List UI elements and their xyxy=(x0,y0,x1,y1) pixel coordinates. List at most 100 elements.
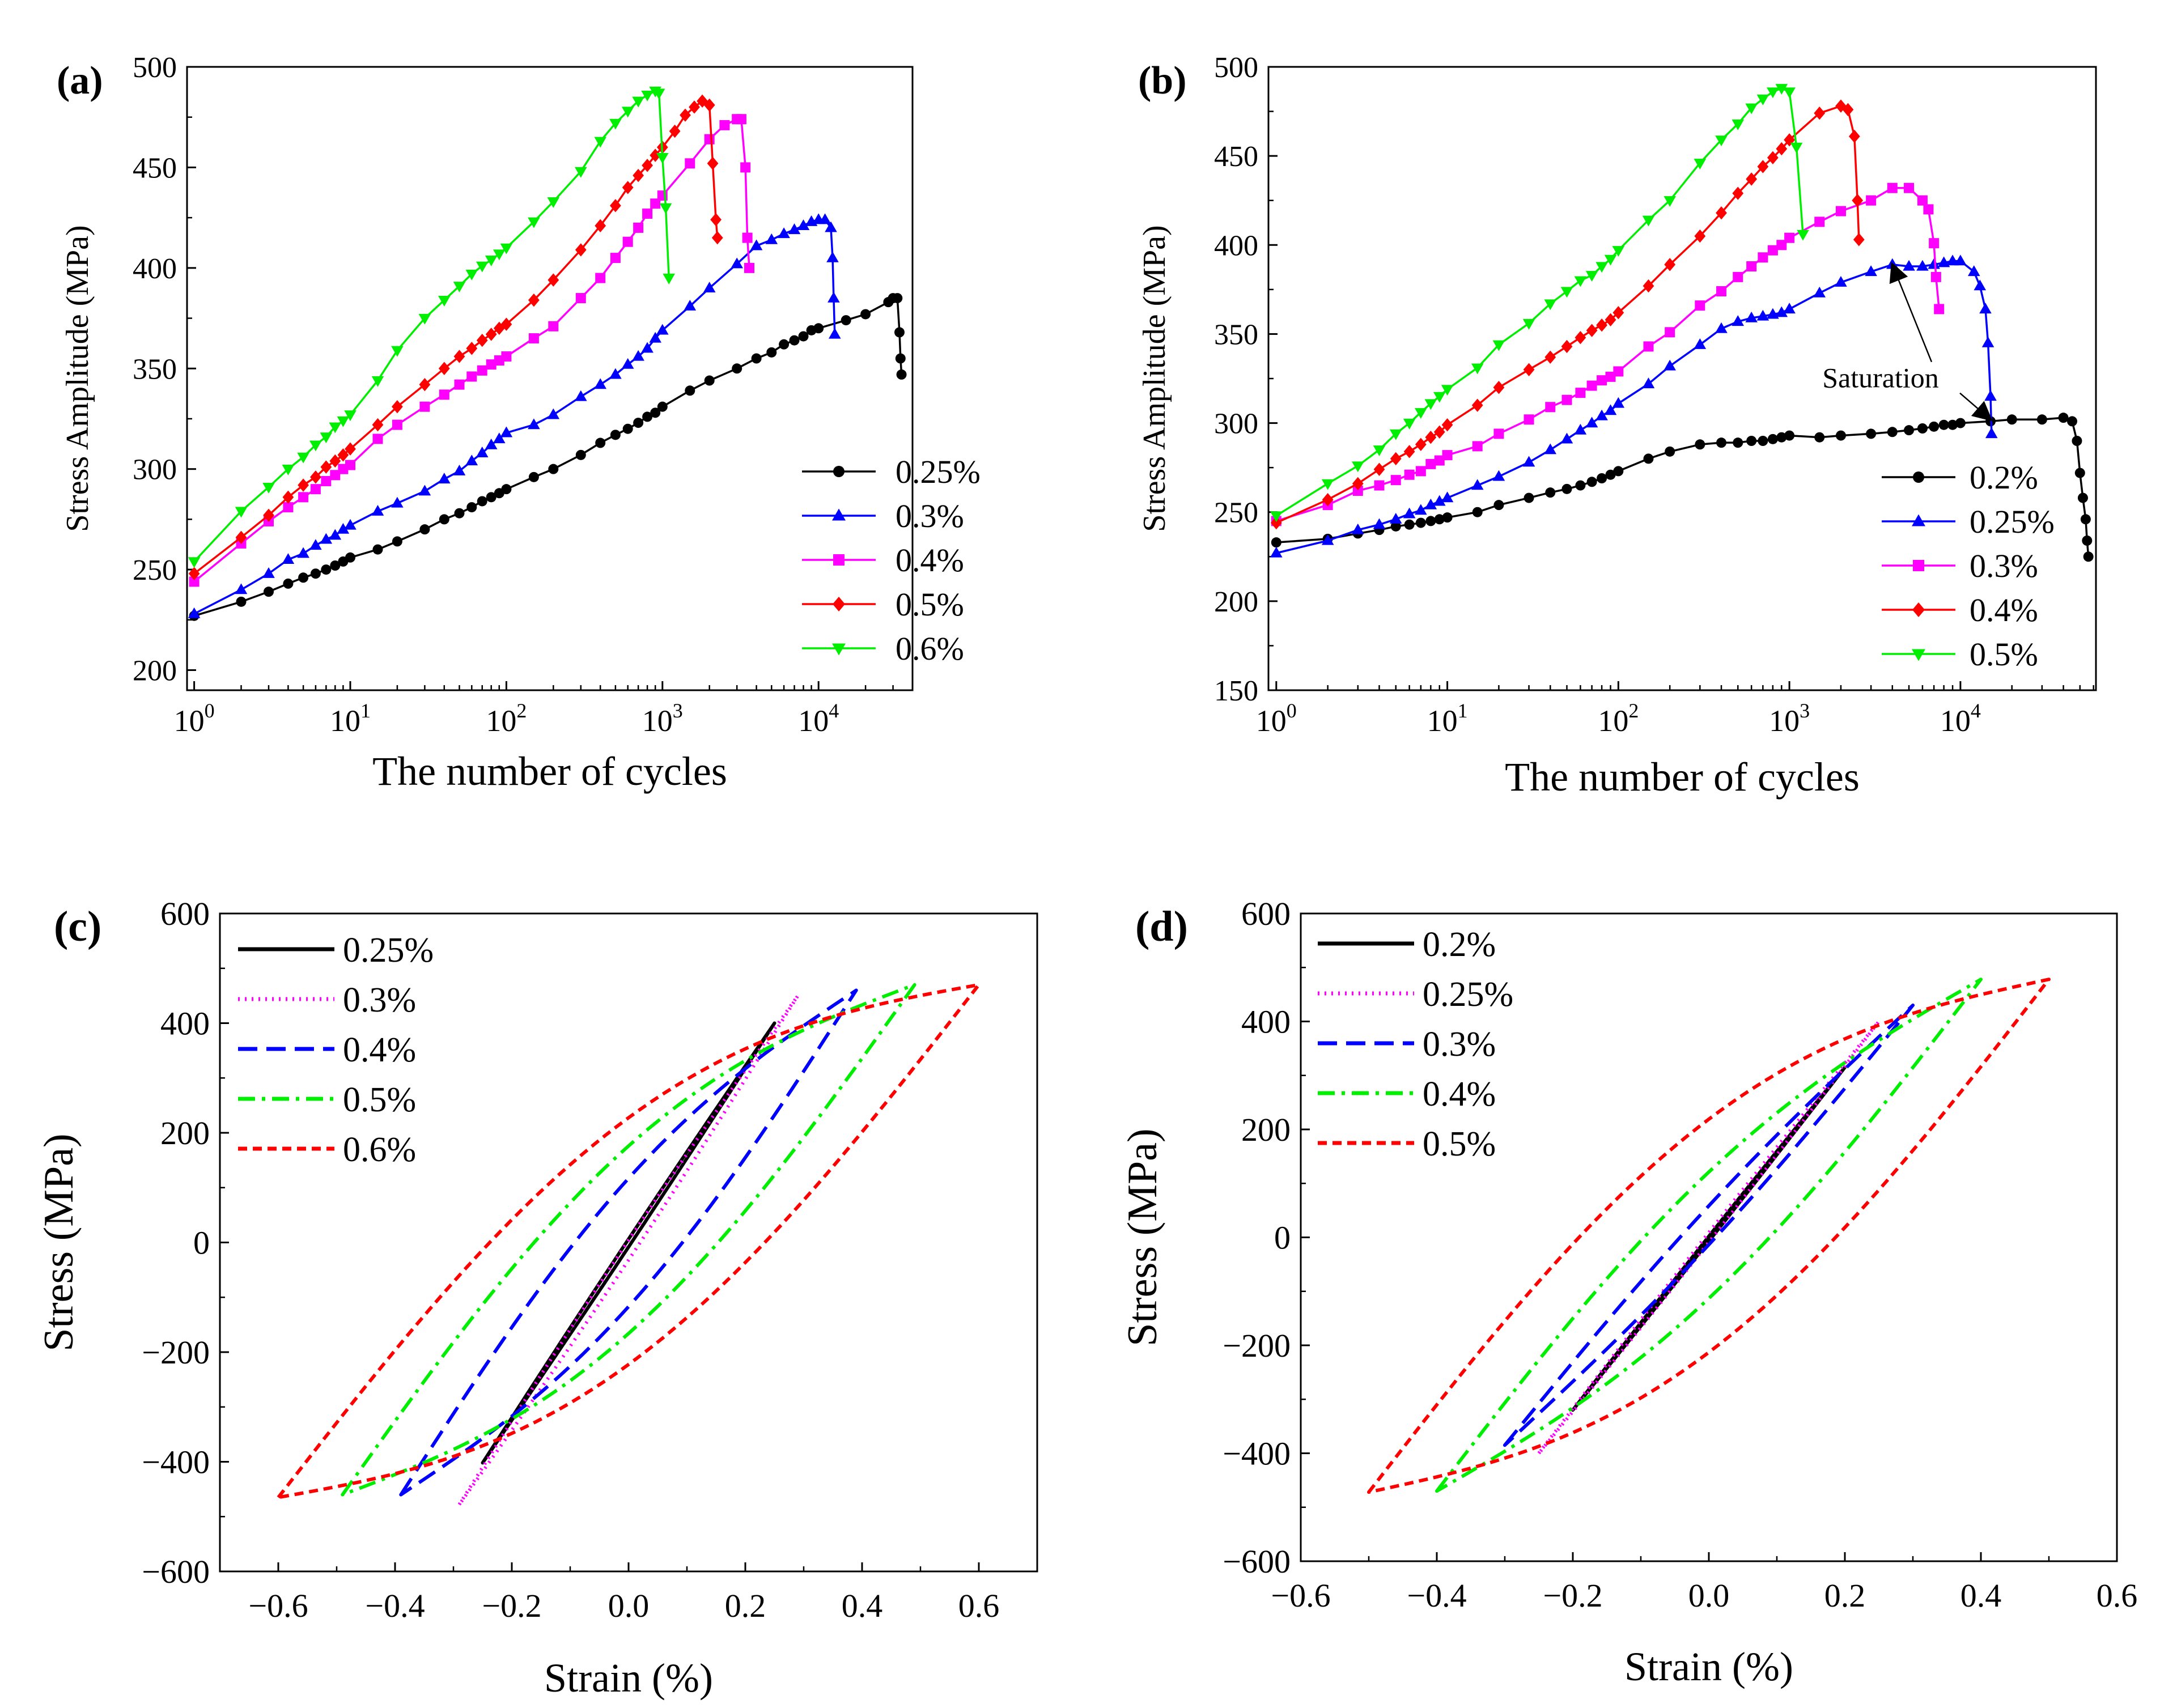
data-point xyxy=(732,363,742,374)
data-point xyxy=(418,485,431,496)
data-point xyxy=(684,300,697,311)
data-point xyxy=(1441,418,1453,432)
x-tick-base: 10 xyxy=(1940,704,1971,738)
data-point xyxy=(1664,196,1676,207)
data-point xyxy=(1597,375,1607,386)
data-point xyxy=(744,262,755,273)
data-point xyxy=(1434,455,1445,466)
x-axis-title: Strain (%) xyxy=(1624,1644,1793,1689)
x-tick-label: −0.6 xyxy=(1271,1577,1330,1614)
data-point xyxy=(1433,495,1446,506)
data-point xyxy=(236,596,247,607)
data-point xyxy=(657,401,668,412)
x-tick-label: 103 xyxy=(642,699,683,738)
data-point xyxy=(454,379,465,390)
data-point xyxy=(1929,238,1940,249)
data-point xyxy=(391,496,404,508)
data-point xyxy=(283,578,294,589)
data-point xyxy=(1757,160,1769,173)
data-point xyxy=(641,91,653,101)
data-point xyxy=(466,502,477,513)
x-tick-base: 10 xyxy=(486,704,516,738)
legend-label: 0.4% xyxy=(1423,1075,1496,1114)
data-point xyxy=(486,492,496,503)
data-point xyxy=(1425,458,1436,469)
data-point xyxy=(465,454,478,466)
data-point xyxy=(1373,462,1385,476)
x-tick-label: 0.4 xyxy=(1960,1577,2002,1614)
legend-label: 0.4% xyxy=(343,1031,416,1069)
data-point xyxy=(1586,380,1597,391)
data-point xyxy=(466,371,477,382)
data-point xyxy=(633,222,644,233)
data-point xyxy=(547,197,560,208)
data-point xyxy=(372,434,383,444)
data-point xyxy=(1848,129,1860,143)
data-point xyxy=(1917,423,1928,434)
x-tick-exponent: 0 xyxy=(1287,699,1297,722)
hysteresis-loop-0.25% xyxy=(1537,1019,1881,1455)
data-point xyxy=(740,162,751,173)
legend-marker xyxy=(833,554,845,566)
data-point xyxy=(418,313,431,325)
y-tick-label: 250 xyxy=(1214,497,1258,529)
data-point xyxy=(1425,431,1437,444)
data-point xyxy=(894,327,905,338)
data-point xyxy=(329,454,341,468)
data-point xyxy=(1597,473,1607,483)
data-point xyxy=(689,100,700,114)
data-point xyxy=(841,315,851,326)
data-point xyxy=(1612,246,1625,257)
hysteresis-loop-0.5% xyxy=(341,983,916,1497)
data-point xyxy=(663,273,675,284)
data-point xyxy=(1665,327,1675,338)
data-point xyxy=(1776,142,1788,156)
data-point xyxy=(188,557,201,568)
x-tick-base: 10 xyxy=(174,704,205,738)
data-point xyxy=(392,419,402,430)
x-tick-label: 0.2 xyxy=(1824,1577,1866,1614)
data-point xyxy=(1374,480,1385,491)
data-point xyxy=(1917,195,1928,206)
data-point xyxy=(1322,493,1334,507)
hysteresis-loop-0.3% xyxy=(457,994,800,1506)
data-point xyxy=(2082,536,2093,546)
x-tick-label: −0.2 xyxy=(482,1587,541,1624)
data-point xyxy=(1938,419,1949,430)
data-point xyxy=(476,447,489,457)
data-point xyxy=(1574,276,1587,287)
data-point xyxy=(697,94,708,108)
data-point xyxy=(1923,204,1934,215)
data-point xyxy=(1694,159,1707,169)
data-point xyxy=(528,293,540,307)
data-point xyxy=(2036,414,2047,425)
data-point xyxy=(262,567,275,578)
data-point xyxy=(828,328,841,339)
x-tick-base: 10 xyxy=(798,704,829,738)
data-point xyxy=(438,473,451,484)
data-point xyxy=(1352,477,1364,491)
data-point xyxy=(652,88,665,100)
data-point xyxy=(1790,142,1803,154)
data-point xyxy=(2067,416,2078,427)
y-tick-label: 400 xyxy=(1241,1004,1291,1040)
data-point xyxy=(1544,350,1556,364)
data-point xyxy=(453,350,465,363)
data-point xyxy=(337,448,349,462)
data-point xyxy=(750,239,763,250)
y-tick-label: 350 xyxy=(133,353,177,385)
legend-label: 0.25% xyxy=(1970,503,2055,540)
panel-label: (b) xyxy=(1138,59,1187,103)
data-point xyxy=(297,452,309,464)
data-point xyxy=(1493,381,1505,394)
data-point xyxy=(1442,512,1453,523)
data-point xyxy=(1596,318,1608,332)
data-point xyxy=(650,407,661,418)
data-point xyxy=(711,231,723,245)
data-point xyxy=(798,331,809,342)
data-point xyxy=(1904,182,1915,193)
data-point xyxy=(1715,322,1728,333)
data-point xyxy=(609,199,621,213)
data-point xyxy=(1604,404,1617,415)
data-point xyxy=(621,107,634,118)
